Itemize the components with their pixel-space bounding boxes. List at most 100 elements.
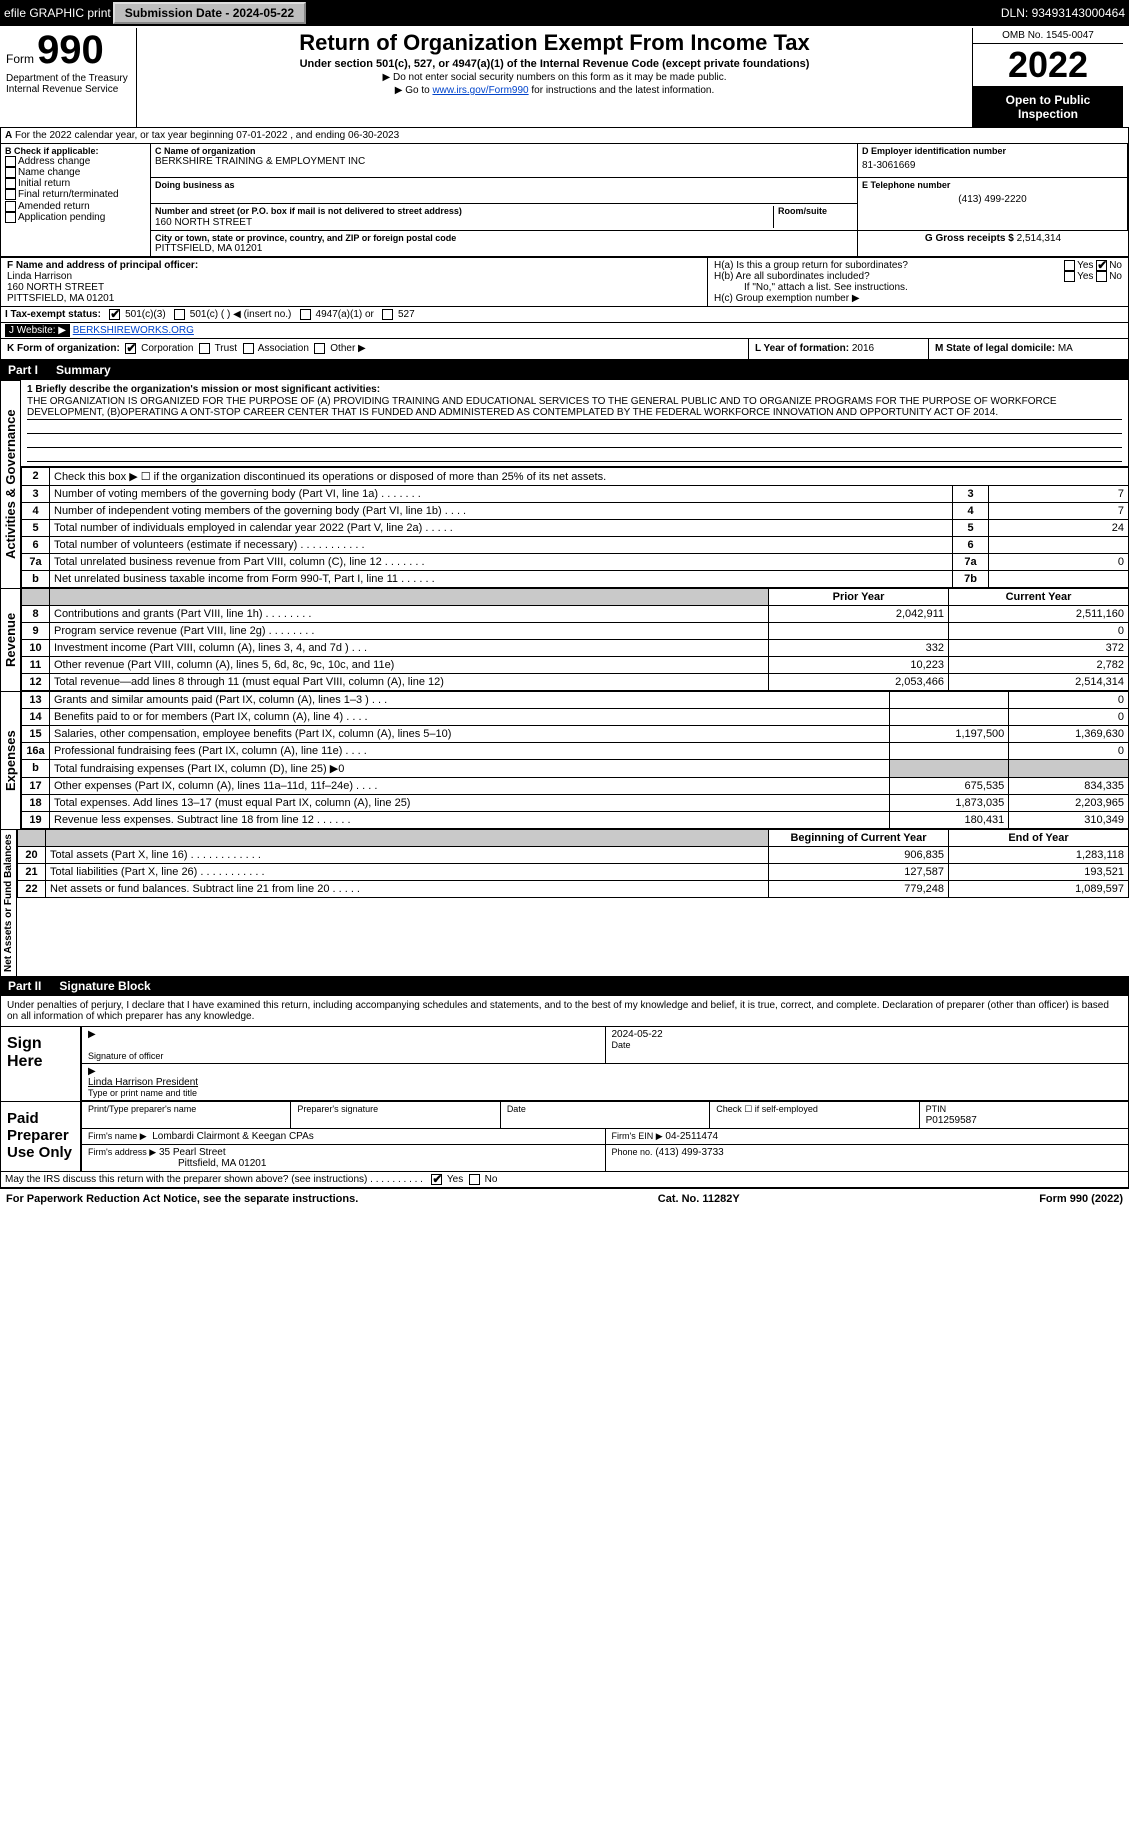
mission-text: THE ORGANIZATION IS ORGANIZED FOR THE PU… xyxy=(27,395,1122,420)
dept-treasury: Department of the Treasury xyxy=(6,73,136,84)
paid-preparer-label: Paid Preparer Use Only xyxy=(1,1102,81,1171)
table-row: 15Salaries, other compensation, employee… xyxy=(22,725,1129,742)
part2-header: Part II Signature Block xyxy=(0,976,1129,996)
ptin: PTINP01259587 xyxy=(919,1102,1128,1129)
side-net-assets: Net Assets or Fund Balances xyxy=(0,829,17,976)
table-row: 17Other expenses (Part IX, column (A), l… xyxy=(22,777,1129,794)
table-row: 11Other revenue (Part VIII, column (A), … xyxy=(22,656,1129,673)
form-subtitle: Under section 501(c), 527, or 4947(a)(1)… xyxy=(145,58,964,70)
box-c-city: City or town, state or province, country… xyxy=(151,231,858,257)
dln-label: DLN: 93493143000464 xyxy=(1001,6,1125,20)
chk-501c3[interactable] xyxy=(109,309,120,320)
goto-note: ▶ Go to www.irs.gov/Form990 for instruct… xyxy=(145,85,964,96)
box-l: L Year of formation: 2016 xyxy=(748,339,928,358)
page-footer: For Paperwork Reduction Act Notice, see … xyxy=(0,1188,1129,1209)
form-title: Return of Organization Exempt From Incom… xyxy=(145,30,964,56)
officer-signature[interactable]: Signature of officer xyxy=(81,1027,605,1064)
efile-topbar: efile GRAPHIC print Submission Date - 20… xyxy=(0,0,1129,26)
self-employed-check[interactable]: Check ☐ if self-employed xyxy=(709,1102,918,1129)
expenses-table: 13Grants and similar amounts paid (Part … xyxy=(21,691,1129,829)
irs-form990-link[interactable]: www.irs.gov/Form990 xyxy=(432,85,528,96)
table-row: 6Total number of volunteers (estimate if… xyxy=(22,536,1129,553)
tax-year: 2022 xyxy=(973,44,1123,87)
chk-initial-return[interactable]: Initial return xyxy=(5,178,146,189)
chk-discuss-yes[interactable] xyxy=(431,1174,442,1185)
form-word: Form xyxy=(6,52,34,66)
table-row: bNet unrelated business taxable income f… xyxy=(22,570,1129,587)
box-g: G Gross receipts $ 2,514,314 xyxy=(858,231,1128,257)
chk-app-pending[interactable]: Application pending xyxy=(5,212,146,223)
preparer-date: Date xyxy=(500,1102,709,1129)
header-center: Return of Organization Exempt From Incom… xyxy=(136,28,973,127)
chk-corp[interactable] xyxy=(125,343,136,354)
table-row: 7aTotal unrelated business revenue from … xyxy=(22,553,1129,570)
irs-label: Internal Revenue Service xyxy=(6,84,136,95)
table-row: 2Check this box ▶ ☐ if the organization … xyxy=(22,467,1129,485)
chk-group-no[interactable] xyxy=(1096,260,1107,271)
officer-group-row: F Name and address of principal officer:… xyxy=(0,258,1129,307)
form-number-block: Form 990 Department of the Treasury Inte… xyxy=(6,28,136,127)
side-expenses: Expenses xyxy=(0,691,21,829)
net-assets-table: Beginning of Current YearEnd of Year20To… xyxy=(17,829,1129,898)
table-row: 22Net assets or fund balances. Subtract … xyxy=(18,880,1129,897)
table-row: 13Grants and similar amounts paid (Part … xyxy=(22,691,1129,708)
ssn-note: ▶ Do not enter social security numbers o… xyxy=(145,72,964,83)
discuss-row: May the IRS discuss this return with the… xyxy=(0,1172,1129,1188)
table-row: 5Total number of individuals employed in… xyxy=(22,519,1129,536)
preparer-name: Print/Type preparer's name xyxy=(81,1102,290,1129)
table-row: 10Investment income (Part VIII, column (… xyxy=(22,639,1129,656)
governance-table: 2Check this box ▶ ☐ if the organization … xyxy=(21,467,1129,588)
box-b: B Check if applicable: Address change Na… xyxy=(1,144,151,257)
box-c-name: C Name of organization BERKSHIRE TRAININ… xyxy=(151,144,858,178)
side-activities-governance: Activities & Governance xyxy=(0,380,21,588)
revenue-table: Prior YearCurrent Year8Contributions and… xyxy=(21,588,1129,691)
table-row: 9Program service revenue (Part VIII, lin… xyxy=(22,622,1129,639)
box-f: F Name and address of principal officer:… xyxy=(1,258,708,306)
sign-here-label: Sign Here xyxy=(1,1027,81,1101)
table-row: 12Total revenue—add lines 8 through 11 (… xyxy=(22,673,1129,690)
box-j: J Website: ▶ BERKSHIREWORKS.ORG xyxy=(0,323,1129,339)
submission-date-button[interactable]: Submission Date - 2024-05-22 xyxy=(113,2,306,24)
table-row: 19Revenue less expenses. Subtract line 1… xyxy=(22,811,1129,828)
table-row: 21Total liabilities (Part X, line 26) . … xyxy=(18,863,1129,880)
table-row: 14Benefits paid to or for members (Part … xyxy=(22,708,1129,725)
box-c-street: Number and street (or P.O. box if mail i… xyxy=(151,204,858,231)
penalties-statement: Under penalties of perjury, I declare th… xyxy=(0,996,1129,1027)
mission-label: 1 Briefly describe the organization's mi… xyxy=(27,384,1122,395)
part1-header: Part I Summary xyxy=(0,360,1129,380)
box-h: H(a) Is this a group return for subordin… xyxy=(708,258,1128,306)
table-row: 3Number of voting members of the governi… xyxy=(22,485,1129,502)
table-row: bTotal fundraising expenses (Part IX, co… xyxy=(22,759,1129,777)
box-d: D Employer identification number 81-3061… xyxy=(858,144,1128,178)
side-revenue: Revenue xyxy=(0,588,21,691)
preparer-signature[interactable]: Preparer's signature xyxy=(290,1102,499,1129)
chk-address-change[interactable]: Address change xyxy=(5,156,146,167)
box-c-dba: Doing business as xyxy=(151,178,858,204)
table-row: 18Total expenses. Add lines 13–17 (must … xyxy=(22,794,1129,811)
chk-name-change[interactable]: Name change xyxy=(5,167,146,178)
omb-number: OMB No. 1545-0047 xyxy=(973,28,1123,44)
chk-amended[interactable]: Amended return xyxy=(5,201,146,212)
box-k: K Form of organization: Corporation Trus… xyxy=(1,339,748,358)
firm-address: Firm's address ▶ 35 Pearl Street Pittsfi… xyxy=(81,1145,605,1171)
chk-final-return[interactable]: Final return/terminated xyxy=(5,189,146,200)
website-link[interactable]: BERKSHIREWORKS.ORG xyxy=(73,325,194,336)
entity-block: B Check if applicable: Address change Na… xyxy=(0,144,1129,258)
period-line-a: A For the 2022 calendar year, or tax yea… xyxy=(0,128,1129,144)
form-990-number: 990 xyxy=(37,28,104,72)
firm-phone: Phone no. (413) 499-3733 xyxy=(605,1145,1129,1171)
form-header: Form 990 Department of the Treasury Inte… xyxy=(0,26,1129,128)
table-row: 4Number of independent voting members of… xyxy=(22,502,1129,519)
efile-label: efile GRAPHIC print xyxy=(4,6,111,20)
officer-name-title: Linda Harrison President Type or print n… xyxy=(81,1064,1128,1101)
table-row: 20Total assets (Part X, line 16) . . . .… xyxy=(18,846,1129,863)
header-right: OMB No. 1545-0047 2022 Open to Public In… xyxy=(973,28,1123,127)
table-row: 8Contributions and grants (Part VIII, li… xyxy=(22,605,1129,622)
firm-name: Firm's name ▶ Lombardi Clairmont & Keega… xyxy=(81,1129,605,1145)
sig-date: 2024-05-22 Date xyxy=(605,1027,1129,1064)
firm-ein: Firm's EIN ▶ 04-2511474 xyxy=(605,1129,1129,1145)
open-to-public: Open to Public Inspection xyxy=(973,87,1123,127)
table-row: 16aProfessional fundraising fees (Part I… xyxy=(22,742,1129,759)
box-m: M State of legal domicile: MA xyxy=(928,339,1128,358)
box-e: E Telephone number (413) 499-2220 xyxy=(858,178,1128,231)
